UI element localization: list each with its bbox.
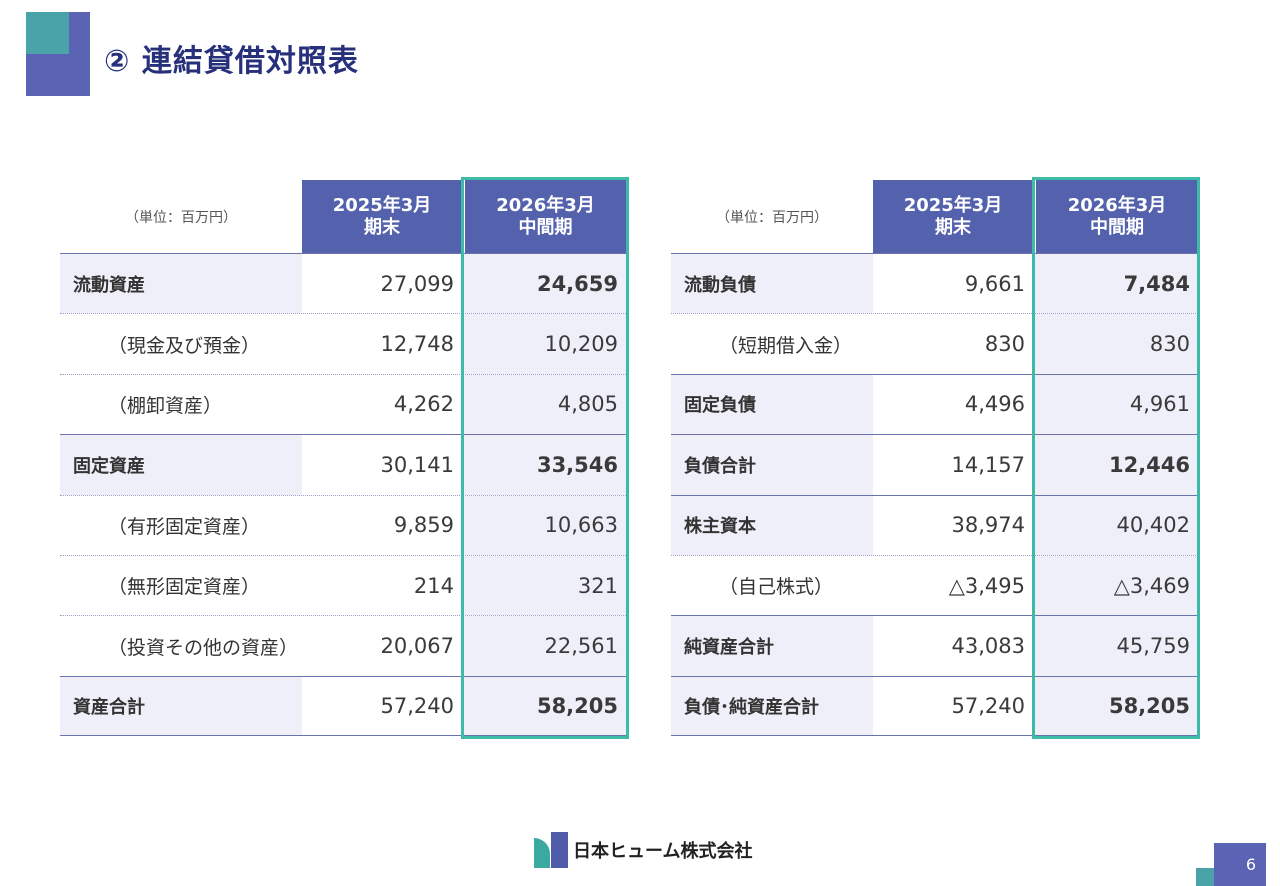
value-curr: 58,205 <box>462 676 626 736</box>
value-prev: 43,083 <box>951 634 1025 659</box>
value-prev: 830 <box>984 332 1025 357</box>
table-row: （棚卸資産） 4,262 4,805 <box>60 373 626 435</box>
value-prev: 38,974 <box>951 513 1025 538</box>
table-row: （投資その他の資産） 20,067 22,561 <box>60 615 626 676</box>
value-prev: 9,661 <box>964 271 1025 296</box>
unit-label: （単位：百万円） <box>716 209 828 226</box>
row-label: 流動負債 <box>671 254 873 314</box>
value-prev: 4,262 <box>393 392 454 417</box>
table-row: 流動負債 9,661 7,484 <box>671 253 1198 314</box>
page-number-decoration <box>1196 868 1214 886</box>
value-prev: 4,496 <box>964 392 1025 417</box>
column-header-curr: 2026年3月 中間期 <box>462 180 626 253</box>
row-label: 負債合計 <box>671 435 873 495</box>
table-row: （有形固定資産） 9,859 10,663 <box>60 494 626 555</box>
table-row: （現金及び預金） 12,748 10,209 <box>60 313 626 374</box>
row-label: 資産合計 <box>60 676 302 736</box>
column-header-curr-line2: 中間期 <box>518 216 573 238</box>
header-decoration <box>26 12 90 96</box>
row-label: 流動資産 <box>60 254 302 314</box>
value-prev: 30,141 <box>380 452 454 477</box>
value-curr: 10,209 <box>462 314 626 374</box>
liabilities-table-body: 流動負債 9,661 7,484 （短期借入金） 830 830 固定負債 4,496 4,96… <box>671 253 1198 737</box>
table-row: 純資産合計 43,083 45,759 <box>671 615 1198 676</box>
page-title: ② 連結貸借対照表 <box>104 44 359 79</box>
column-header-curr-line1: 2026年3月 <box>496 194 595 216</box>
column-header-curr-line2: 中間期 <box>1090 216 1144 238</box>
value-curr: 58,205 <box>1033 676 1198 736</box>
row-label: （短期借入金） <box>719 334 853 357</box>
row-label: （自己株式） <box>719 576 834 599</box>
row-label: 株主資本 <box>671 495 873 555</box>
value-curr: 830 <box>1033 314 1198 374</box>
liabilities-table: （単位：百万円） 2025年3月 期末 2026年3月 中間期 流動負債 9,66… <box>671 180 1198 737</box>
column-header-prev-line2: 期末 <box>364 216 400 238</box>
value-prev: 214 <box>413 573 454 598</box>
value-prev: 57,240 <box>951 693 1025 718</box>
row-label: 固定資産 <box>60 435 302 495</box>
value-prev: 27,099 <box>380 271 454 296</box>
table-row: 資産合計 57,240 58,205 <box>60 675 626 737</box>
table-row: （短期借入金） 830 830 <box>671 313 1198 374</box>
column-header-curr: 2026年3月 中間期 <box>1033 180 1198 253</box>
column-header-prev-line1: 2025年3月 <box>332 194 432 216</box>
value-prev: 20,067 <box>380 634 454 659</box>
table-row: 株主資本 38,974 40,402 <box>671 494 1198 555</box>
column-header-curr-line1: 2026年3月 <box>1067 194 1167 216</box>
table-row: 負債･純資産合計 57,240 58,205 <box>671 675 1198 737</box>
value-curr: △3,469 <box>1033 555 1198 616</box>
value-curr: 4,805 <box>462 374 626 435</box>
column-header-prev-line1: 2025年3月 <box>903 194 1003 216</box>
table-row: （自己株式） △3,495 △3,469 <box>671 554 1198 616</box>
page-number: 6 <box>1214 843 1266 886</box>
assets-table-body: 流動資産 27,099 24,659 （現金及び預金） 12,748 10,209 （棚卸資… <box>60 253 626 737</box>
column-header-prev: 2025年3月 期末 <box>873 180 1033 253</box>
value-prev: 12,748 <box>380 332 454 357</box>
logo-mark-icon <box>534 832 568 868</box>
unit-label: （単位：百万円） <box>125 209 237 226</box>
table-row: 負債合計 14,157 12,446 <box>671 434 1198 495</box>
row-label: （棚卸資産） <box>108 394 223 417</box>
row-label: 純資産合計 <box>671 616 873 676</box>
column-header-prev-line2: 期末 <box>935 216 971 238</box>
value-curr: 24,659 <box>462 254 626 314</box>
row-label: （現金及び預金） <box>108 334 261 357</box>
value-prev: 14,157 <box>951 452 1025 477</box>
row-label: （無形固定資産） <box>108 576 261 599</box>
value-curr: 22,561 <box>462 616 626 676</box>
row-label: 負債･純資産合計 <box>671 676 873 736</box>
value-curr: 321 <box>462 555 626 616</box>
value-curr: 4,961 <box>1033 374 1198 435</box>
value-curr: 10,663 <box>462 495 626 555</box>
row-label: （投資その他の資産） <box>108 636 299 659</box>
assets-table: （単位：百万円） 2025年3月 期末 2026年3月 中間期 流動資産 27,0… <box>60 180 626 737</box>
row-label: （有形固定資産） <box>108 515 261 538</box>
value-curr: 33,546 <box>462 435 626 495</box>
value-curr: 45,759 <box>1033 616 1198 676</box>
assets-table-header: （単位：百万円） 2025年3月 期末 2026年3月 中間期 <box>60 180 626 253</box>
liabilities-table-header: （単位：百万円） 2025年3月 期末 2026年3月 中間期 <box>671 180 1198 253</box>
company-logo: 日本ヒューム株式会社 <box>534 832 752 868</box>
value-prev: △3,495 <box>948 573 1025 598</box>
value-curr: 40,402 <box>1033 495 1198 555</box>
row-label: 固定負債 <box>671 374 873 435</box>
header-decoration-teal <box>26 12 69 54</box>
value-prev: 9,859 <box>393 513 454 538</box>
table-row: （無形固定資産） 214 321 <box>60 554 626 616</box>
table-row: 固定資産 30,141 33,546 <box>60 434 626 495</box>
table-row: 固定負債 4,496 4,961 <box>671 373 1198 435</box>
company-name: 日本ヒューム株式会社 <box>573 841 753 862</box>
value-curr: 12,446 <box>1033 435 1198 495</box>
value-prev: 57,240 <box>380 693 454 718</box>
table-row: 流動資産 27,099 24,659 <box>60 253 626 314</box>
column-header-prev: 2025年3月 期末 <box>302 180 462 253</box>
value-curr: 7,484 <box>1033 254 1198 314</box>
